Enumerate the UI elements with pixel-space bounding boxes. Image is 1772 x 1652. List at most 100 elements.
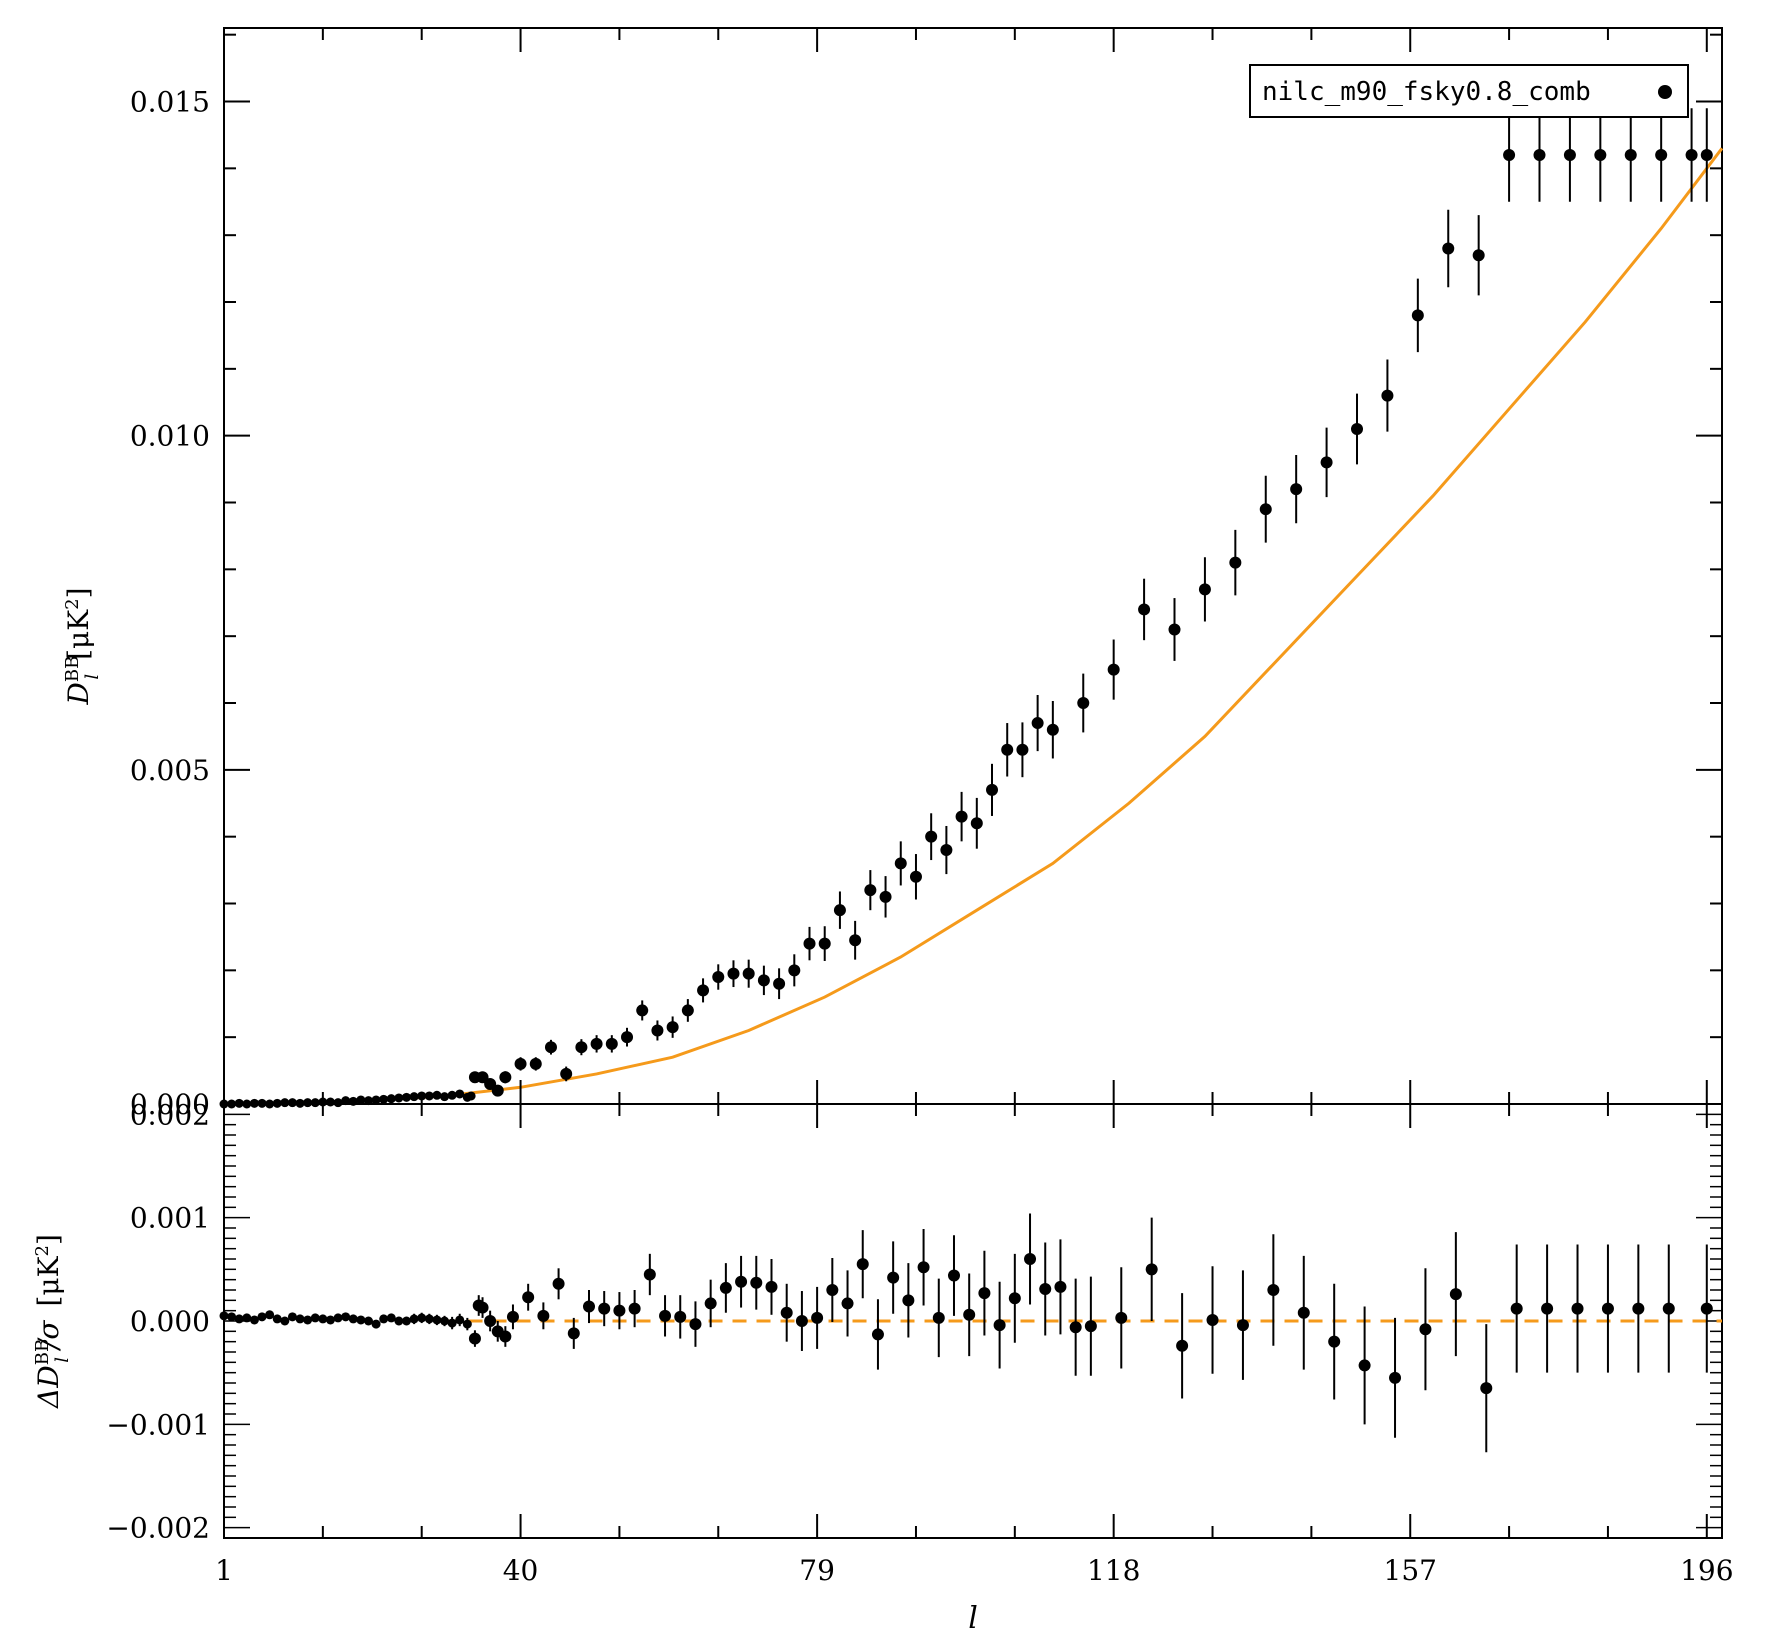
bottom-data-point: [394, 1316, 404, 1326]
top-point-marker: [379, 1094, 389, 1104]
bottom-data-point: [993, 1281, 1006, 1369]
top-data-point: [440, 1092, 450, 1102]
bottom-point-marker: [424, 1314, 434, 1324]
bottom-point-marker: [1039, 1282, 1052, 1295]
bottom-data-point: [1297, 1255, 1310, 1370]
bottom-point-marker: [348, 1314, 358, 1324]
bottom-point-marker: [689, 1318, 702, 1331]
bottom-data-point: [333, 1313, 343, 1323]
top-point-marker: [1016, 743, 1029, 756]
bottom-point-marker: [947, 1269, 960, 1282]
bottom-data-point: [401, 1316, 411, 1326]
top-data-point: [1624, 108, 1637, 202]
top-data-point: [1472, 215, 1485, 296]
bottom-data-point: [424, 1313, 434, 1325]
top-data-point: [1107, 639, 1120, 700]
bottom-data-point: [613, 1292, 626, 1330]
bottom-point-marker: [265, 1310, 275, 1320]
top-point-marker: [1320, 456, 1333, 469]
bottom-data-point: [719, 1263, 732, 1313]
top-data-point: [386, 1094, 396, 1104]
top-data-point: [1259, 475, 1272, 543]
bottom-point-marker: [567, 1327, 580, 1340]
bottom-point-marker: [780, 1306, 793, 1319]
top-point-marker: [544, 1041, 557, 1054]
bottom-point-marker: [871, 1328, 884, 1341]
bottom-point-marker: [242, 1313, 252, 1323]
bottom-data-point: [1601, 1244, 1614, 1373]
top-point-marker: [1381, 389, 1394, 402]
bottom-data-point: [522, 1283, 535, 1311]
top-point-marker: [386, 1094, 396, 1104]
top-point-marker: [894, 857, 907, 870]
bottom-point-marker: [234, 1314, 244, 1324]
bottom-data-point: [932, 1278, 945, 1358]
top-data-point: [1503, 108, 1516, 202]
top-y-tick-label: 0.015: [130, 86, 210, 119]
top-data-point: [681, 999, 694, 1022]
bottom-data-point: [242, 1313, 252, 1323]
top-data-point: [986, 763, 999, 816]
top-point-marker: [401, 1092, 411, 1102]
top-point-marker: [356, 1095, 366, 1105]
top-data-point: [544, 1039, 557, 1055]
top-data-point: [466, 1091, 476, 1101]
top-y-axis-title: DBBl [μK2]: [62, 587, 104, 705]
top-point-marker: [1031, 717, 1044, 730]
bottom-point-marker: [1297, 1306, 1310, 1319]
top-point-marker: [773, 977, 786, 990]
bottom-data-point: [552, 1268, 565, 1300]
bottom-data-point: [1571, 1244, 1584, 1373]
bottom-data-point: [303, 1315, 313, 1325]
bottom-point-marker: [674, 1310, 687, 1323]
bottom-data-point: [249, 1315, 259, 1325]
top-point-marker: [666, 1021, 679, 1034]
top-point-marker: [955, 810, 968, 823]
top-point-marker: [636, 1004, 649, 1017]
bottom-point-marker: [917, 1261, 930, 1274]
top-data-point: [955, 791, 968, 842]
top-point-marker: [432, 1090, 442, 1100]
top-point-marker: [681, 1004, 694, 1017]
bottom-data-point: [795, 1291, 808, 1351]
bottom-y-tick-label: 0.000: [130, 1305, 210, 1338]
bottom-point-marker: [795, 1315, 808, 1327]
top-data-point: [894, 841, 907, 886]
bottom-data-point: [1236, 1270, 1249, 1380]
top-point-marker: [409, 1092, 419, 1102]
top-data-point: [401, 1092, 411, 1102]
top-data-point: [757, 965, 770, 996]
top-point-marker: [1259, 503, 1272, 516]
top-data-point: [970, 797, 983, 849]
bottom-data-point: [356, 1315, 366, 1325]
bottom-data-point: [871, 1299, 884, 1370]
bottom-data-point: [386, 1313, 396, 1323]
bottom-data-point: [902, 1263, 915, 1338]
top-data-point: [666, 1016, 679, 1038]
top-data-point: [379, 1094, 389, 1104]
bottom-point-marker: [1419, 1323, 1432, 1336]
bottom-point-marker: [1008, 1292, 1021, 1305]
bot-ylabel-sub: l: [52, 1357, 73, 1363]
top-data-point: [909, 854, 922, 900]
bottom-data-point: [318, 1314, 328, 1324]
bottom-data-point: [887, 1241, 900, 1314]
bottom-data-point: [506, 1304, 519, 1330]
x-tick-label: 79: [799, 1554, 835, 1587]
bottom-point-marker: [272, 1314, 282, 1324]
top-data-point: [1351, 393, 1364, 465]
top-point-marker: [1046, 723, 1059, 736]
top-point-marker: [491, 1084, 504, 1097]
bottom-data-point: [1054, 1239, 1067, 1335]
top-data-point: [424, 1091, 434, 1101]
bottom-point-marker: [1700, 1302, 1713, 1315]
top-plot-frame: [223, 27, 1723, 1105]
top-data-point: [1031, 694, 1044, 752]
top-point-marker: [341, 1096, 351, 1106]
bottom-data-point: [978, 1250, 991, 1336]
bottom-data-point: [234, 1314, 244, 1324]
bottom-point-marker: [978, 1287, 991, 1300]
top-data-point: [1077, 673, 1090, 733]
bottom-point-marker: [537, 1309, 550, 1322]
top-data-point: [325, 1097, 335, 1107]
